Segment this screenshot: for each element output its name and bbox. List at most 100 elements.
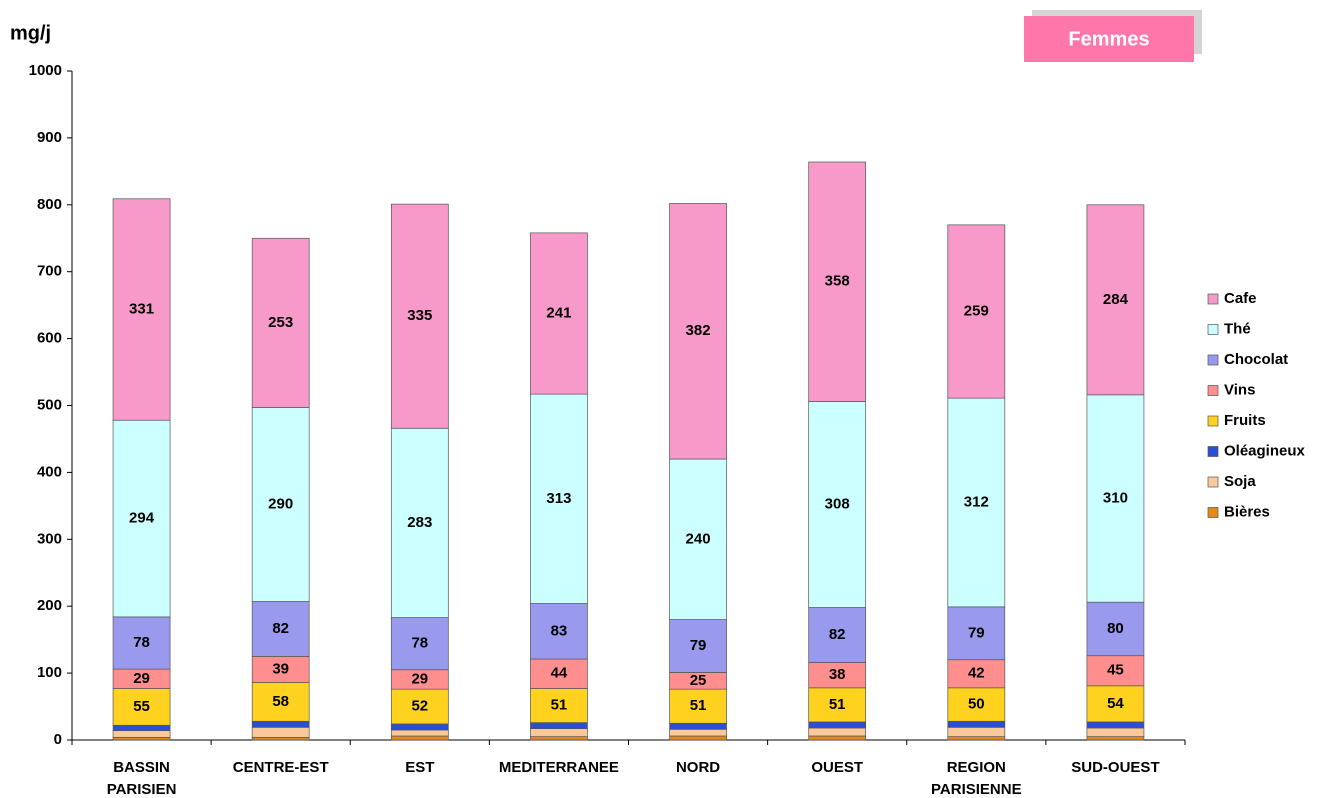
bar-segment [947,687,1006,722]
bar-segment [530,603,588,660]
bar-segment [251,656,310,683]
bar-segment [669,203,727,460]
bar-segment [251,601,310,657]
data-label: 283 [407,514,432,531]
bar-segment [669,722,727,730]
bar-segment [669,458,727,620]
bar-segment [947,726,1006,738]
data-label: 82 [829,626,846,643]
y-tick-label: 300 [37,530,62,547]
legend-label: Chocolat [1224,351,1288,368]
bar-segment [251,682,310,722]
data-label: 82 [272,620,289,637]
bar-segment [808,161,867,402]
legend-swatch [1207,354,1219,366]
bar-segment [530,232,588,395]
bar-segment [112,419,171,618]
data-label: 290 [268,495,293,512]
bar-segment [808,687,867,723]
data-label: 335 [407,307,432,324]
data-label: 54 [1107,695,1124,712]
bar-segment [530,393,588,604]
bar-segment [251,736,310,741]
data-label: 38 [829,666,846,683]
bar-segment [112,198,171,421]
x-tick-label: NORD [676,759,720,776]
data-label: 42 [968,665,985,682]
data-label: 308 [825,495,850,512]
legend-swatch [1207,293,1219,305]
data-label: 240 [686,530,711,547]
x-tick-label: OUEST [811,759,863,776]
data-label: 382 [686,322,711,339]
data-label: 55 [133,698,150,715]
y-tick-label: 900 [37,129,62,146]
bar-segment [390,688,449,725]
data-label: 79 [690,637,707,654]
bar-segment [808,727,867,737]
data-label: 50 [968,696,985,713]
badge-text: Femmes [1068,28,1149,50]
bar-segment [1086,721,1145,729]
data-label: 241 [546,304,571,321]
bar-segment [390,203,449,429]
bar-segment [947,659,1006,689]
bar-segment [1086,394,1145,603]
bar-segment [112,616,171,670]
data-label: 358 [825,273,850,290]
y-tick-label: 500 [37,396,62,413]
bar-segment [1086,655,1145,687]
data-label: 45 [1107,662,1124,679]
bar-segment [112,736,171,741]
data-label: 51 [829,696,846,713]
data-label: 284 [1103,291,1129,308]
data-label: 253 [268,314,293,331]
bar-segment [669,735,727,741]
y-tick-label: 0 [54,731,62,748]
bar-segment [1086,204,1145,396]
bar-segment [251,726,310,738]
data-label: 79 [968,624,985,641]
data-label: 331 [129,300,154,317]
data-label: 44 [551,665,568,682]
legend-swatch [1207,476,1219,488]
data-label: 39 [272,660,289,677]
bar-segment [947,224,1006,399]
legend-label: Cafe [1224,290,1257,307]
x-tick-label: REGION PARISIENNE [931,759,1022,798]
bar-segment [1086,727,1145,738]
badge [1024,16,1194,62]
x-tick-label: EST [405,759,434,776]
bar-segment [947,606,1006,661]
data-label: 80 [1107,620,1124,637]
data-label: 310 [1103,489,1128,506]
data-label: 51 [551,697,568,714]
bar-segment [251,237,310,408]
data-label: 29 [411,670,428,687]
bar-segment [251,407,310,602]
legend-label: Oléagineux [1224,442,1306,459]
legend-swatch [1207,324,1219,335]
data-label: 58 [272,693,289,710]
bar-segment [390,735,449,741]
data-label: 78 [411,635,428,652]
y-tick-label: 100 [37,664,62,681]
data-label: 52 [411,698,428,715]
bar-segment [112,688,171,726]
bar-segment [808,401,867,608]
bar-segment [390,617,449,671]
legend-label: Bières [1224,503,1270,520]
bar-segment [530,736,588,741]
bar-segment [530,722,588,729]
bar-segment [112,724,171,731]
legend-label: Thé [1224,320,1251,337]
legend-swatch [1207,446,1219,457]
bar-segment [1086,601,1145,657]
bar-segment [390,723,449,731]
data-label: 294 [129,510,155,527]
legend-label: Fruits [1224,412,1266,429]
x-tick-label: MEDITERRANEE [499,759,619,776]
y-tick-label: 800 [37,196,62,213]
x-tick-label: SUD-OUEST [1071,759,1159,776]
bar-segment [251,720,310,728]
